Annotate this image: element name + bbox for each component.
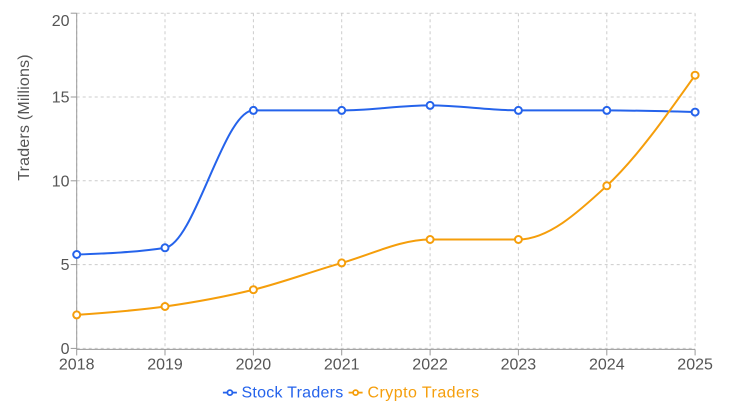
svg-text:2019: 2019 xyxy=(147,356,183,373)
svg-text:2025: 2025 xyxy=(677,356,713,373)
svg-text:2021: 2021 xyxy=(324,356,360,373)
svg-text:Traders (Millions): Traders (Millions) xyxy=(16,54,33,181)
svg-text:Crypto Traders: Crypto Traders xyxy=(368,385,480,402)
svg-text:Stock Traders: Stock Traders xyxy=(242,385,344,402)
svg-text:2022: 2022 xyxy=(412,356,448,373)
svg-text:2018: 2018 xyxy=(59,356,95,373)
svg-text:10: 10 xyxy=(52,173,70,190)
svg-text:2020: 2020 xyxy=(236,356,272,373)
svg-text:15: 15 xyxy=(52,90,70,107)
svg-text:5: 5 xyxy=(61,257,70,274)
svg-text:0: 0 xyxy=(61,341,70,358)
svg-text:20: 20 xyxy=(52,13,70,30)
svg-text:2024: 2024 xyxy=(589,356,625,373)
svg-text:2023: 2023 xyxy=(501,356,537,373)
